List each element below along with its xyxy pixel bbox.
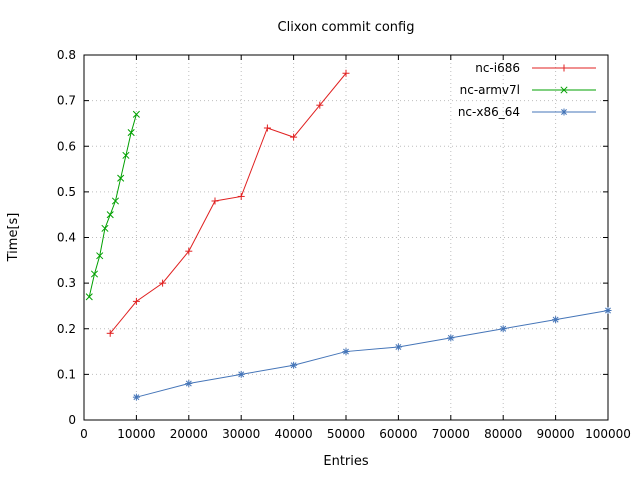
- x-axis-label: Entries: [323, 454, 369, 469]
- x-tick-label: 80000: [484, 427, 522, 441]
- chart-title: Clixon commit config: [278, 20, 415, 35]
- legend: nc-i686 nc-armv7l nc-x86_64: [458, 61, 596, 119]
- y-tick-label: 0: [68, 413, 76, 427]
- legend-label-nc-armv7l: nc-armv7l: [460, 83, 520, 97]
- x-tick-label: 70000: [432, 427, 470, 441]
- axes: 0 10000 20000 30000 40000 50000 60000 70000 8000…: [57, 48, 631, 441]
- series-nc-i686: [106, 69, 350, 337]
- x-tick-label: 0: [80, 427, 88, 441]
- x-tick-label: 60000: [379, 427, 417, 441]
- x-tick-label: 100000: [585, 427, 631, 441]
- series-nc-armv7l: [85, 110, 140, 301]
- legend-label-nc-i686: nc-i686: [475, 61, 520, 75]
- series-group: [85, 69, 612, 401]
- x-tick-label: 40000: [275, 427, 313, 441]
- series-nc-x86_64: [132, 307, 612, 401]
- y-tick-label: 0.8: [57, 48, 76, 62]
- y-tick-label: 0.7: [57, 94, 76, 108]
- y-axis-label: Time[s]: [6, 213, 21, 263]
- y-tick-label: 0.1: [57, 367, 76, 381]
- x-tick-label: 10000: [117, 427, 155, 441]
- y-tick-label: 0.5: [57, 185, 76, 199]
- x-tick-label: 30000: [222, 427, 260, 441]
- y-tick-label: 0.4: [57, 231, 76, 245]
- legend-label-nc-x86_64: nc-x86_64: [458, 105, 520, 119]
- y-tick-label: 0.2: [57, 322, 76, 336]
- y-tick-label: 0.3: [57, 276, 76, 290]
- y-tick-label: 0.6: [57, 139, 76, 153]
- grid: [83, 54, 609, 421]
- x-tick-label: 90000: [537, 427, 575, 441]
- x-tick-label: 20000: [170, 427, 208, 441]
- x-tick-label: 50000: [327, 427, 365, 441]
